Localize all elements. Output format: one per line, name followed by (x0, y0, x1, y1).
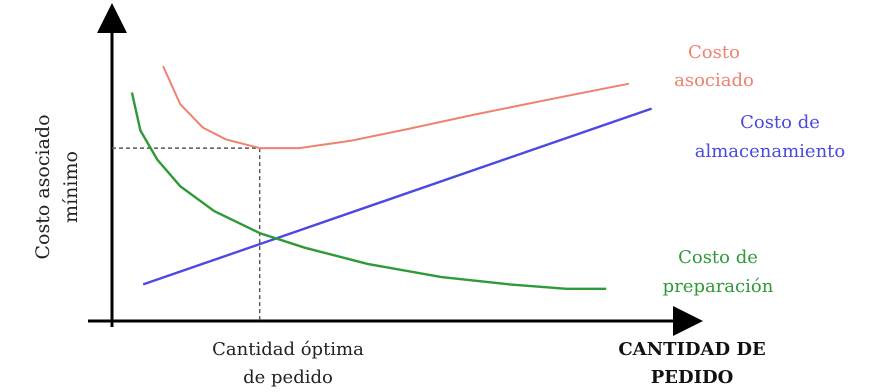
associated-cost-label-line-2: asociado (674, 70, 754, 91)
associated-cost-label-line-1: Costo (688, 42, 740, 63)
y-axis-label-line-1: Costo asociado (32, 114, 54, 259)
preparation-cost-label-line-1: Costo de (678, 247, 758, 268)
x-axis-label-line-1: CANTIDAD DE (618, 339, 765, 360)
optimum-quantity-label-line-2: de pedido (243, 367, 333, 388)
preparation-cost-line (130, 92, 607, 290)
x-axis-label-line-2: PEDIDO (651, 367, 734, 388)
preparation-cost-label-line-2: preparación (663, 276, 774, 297)
storage-cost-label-line-1: Costo de (740, 112, 820, 133)
y-axis-label: Costo asociado mínimo (32, 114, 82, 259)
optimum-quantity-label-line-1: Cantidad óptima (212, 339, 364, 360)
associated-cost-line (162, 65, 630, 150)
y-axis-label-line-2: mínimo (60, 151, 82, 223)
storage-cost-label-line-2: almacenamiento (695, 141, 846, 162)
storage-cost-line (142, 107, 652, 286)
